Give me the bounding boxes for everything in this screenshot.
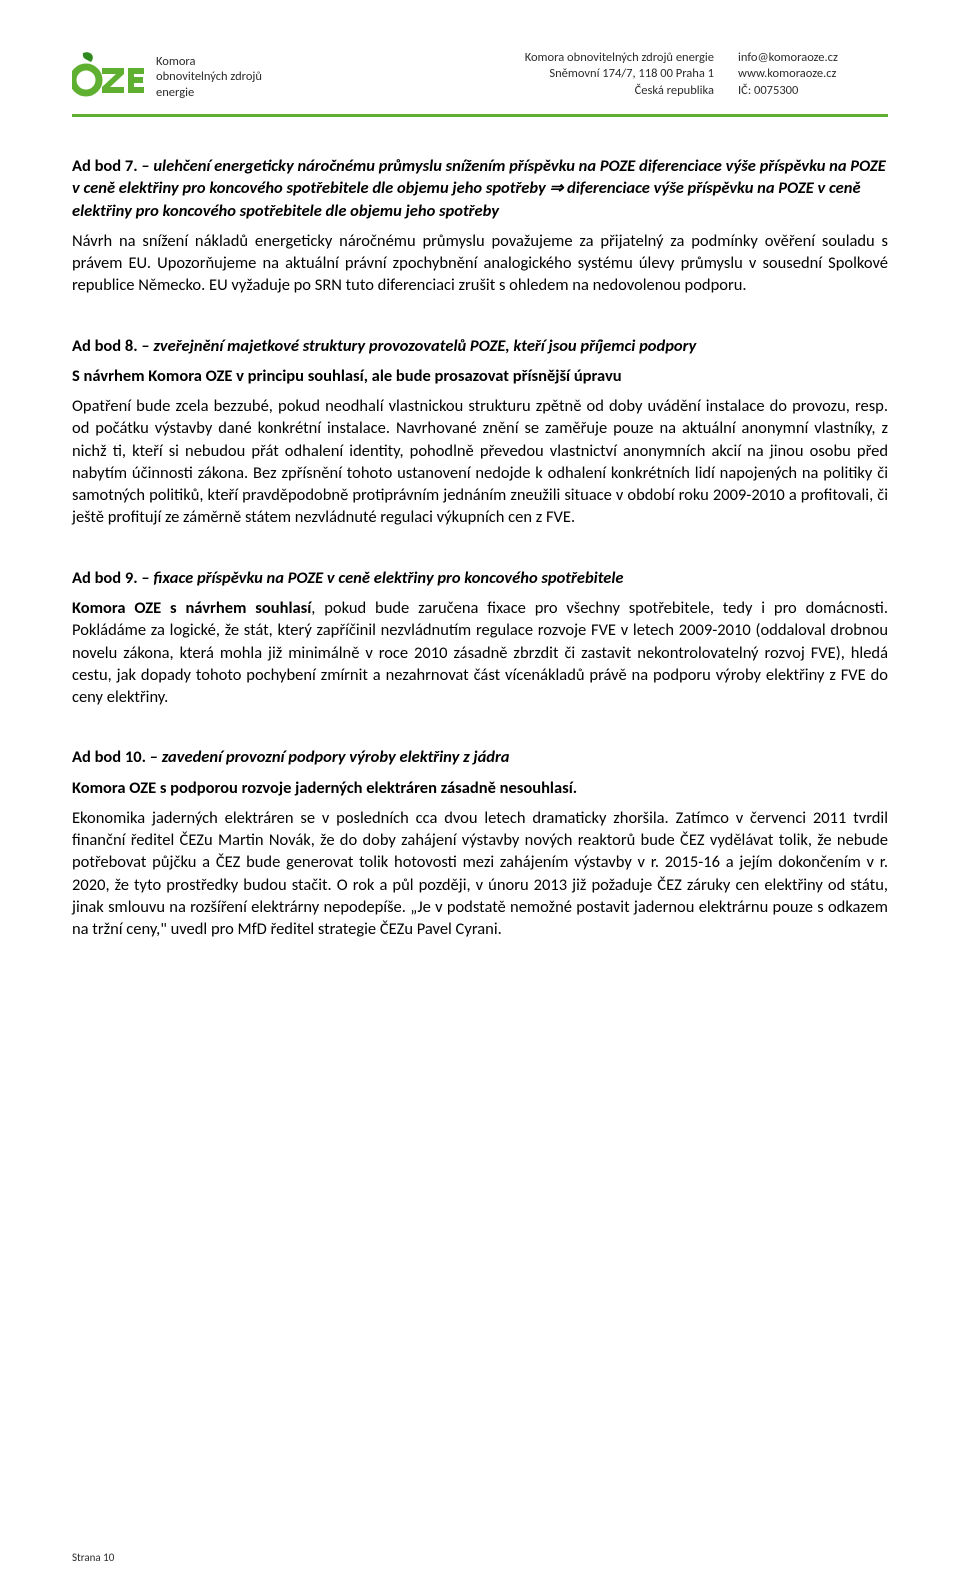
body-paragraph: Komora OZE s návrhem souhlasí, pokud bud… — [72, 597, 888, 708]
logo-text-line: Komora — [156, 54, 262, 70]
body-paragraph: Ekonomika jaderných elektráren se v posl… — [72, 807, 888, 941]
org-title: Komora obnovitelných zdrojů energie — [280, 50, 714, 66]
sub-heading: Komora OZE s podporou rozvoje jaderných … — [72, 777, 888, 799]
section-bod-8: Ad bod 8. – zveřejnění majetkové struktu… — [72, 335, 888, 529]
heading-italic: zavedení provozní podpory výroby elektři… — [162, 747, 510, 767]
header-middle: Komora obnovitelných zdrojů energie Sněm… — [280, 50, 720, 99]
heading-italic: zveřejnění majetkové struktury provozova… — [153, 336, 696, 356]
heading-prefix: Ad bod 8. – — [72, 336, 153, 356]
section-heading: Ad bod 8. – zveřejnění majetkové struktu… — [72, 335, 888, 357]
heading-prefix: Ad bod 7. – — [72, 156, 153, 176]
section-heading: Ad bod 7. – ulehčení energeticky náročné… — [72, 155, 888, 222]
contact-ic: IČ: 0075300 — [738, 83, 888, 99]
heading-prefix: Ad bod 10. – — [72, 747, 162, 767]
logo-block: Komora obnovitelných zdrojů energie — [72, 50, 262, 104]
heading-prefix: Ad bod 9. – — [72, 568, 153, 588]
heading-italic: fixace příspěvku na POZE v ceně elektřin… — [153, 568, 623, 588]
section-heading: Ad bod 9. – fixace příspěvku na POZE v c… — [72, 567, 888, 589]
section-heading: Ad bod 10. – zavedení provozní podpory v… — [72, 746, 888, 768]
contact-web: www.komoraoze.cz — [738, 66, 888, 82]
lead-bold: Komora OZE s návrhem souhlasí — [72, 598, 311, 618]
oze-logo-icon — [72, 50, 146, 104]
org-address-line: Sněmovní 174/7, 118 00 Praha 1 — [280, 66, 714, 82]
page-footer: Strana 10 — [72, 1551, 114, 1564]
logo-text-line: obnovitelných zdrojů — [156, 69, 262, 85]
contact-email: info@komoraoze.cz — [738, 50, 888, 66]
sub-heading: S návrhem Komora OZE v principu souhlasí… — [72, 365, 888, 387]
section-bod-9: Ad bod 9. – fixace příspěvku na POZE v c… — [72, 567, 888, 709]
body-paragraph: Návrh na snížení nákladů energeticky nár… — [72, 230, 888, 297]
body-paragraph: Opatření bude zcela bezzubé, pokud neodh… — [72, 395, 888, 529]
heading-italic: ulehčení energeticky náročnému průmyslu … — [72, 156, 886, 221]
document-page: Komora obnovitelných zdrojů energie Komo… — [0, 0, 960, 1594]
page-number-label: Strana 10 — [72, 1551, 114, 1564]
page-header: Komora obnovitelných zdrojů energie Komo… — [72, 50, 888, 117]
header-right: info@komoraoze.cz www.komoraoze.cz IČ: 0… — [738, 50, 888, 99]
section-bod-10: Ad bod 10. – zavedení provozní podpory v… — [72, 746, 888, 940]
logo-text-line: energie — [156, 85, 262, 101]
org-address-line: Česká republika — [280, 83, 714, 99]
logo-text: Komora obnovitelných zdrojů energie — [156, 54, 262, 101]
section-bod-7: Ad bod 7. – ulehčení energeticky náročné… — [72, 155, 888, 297]
